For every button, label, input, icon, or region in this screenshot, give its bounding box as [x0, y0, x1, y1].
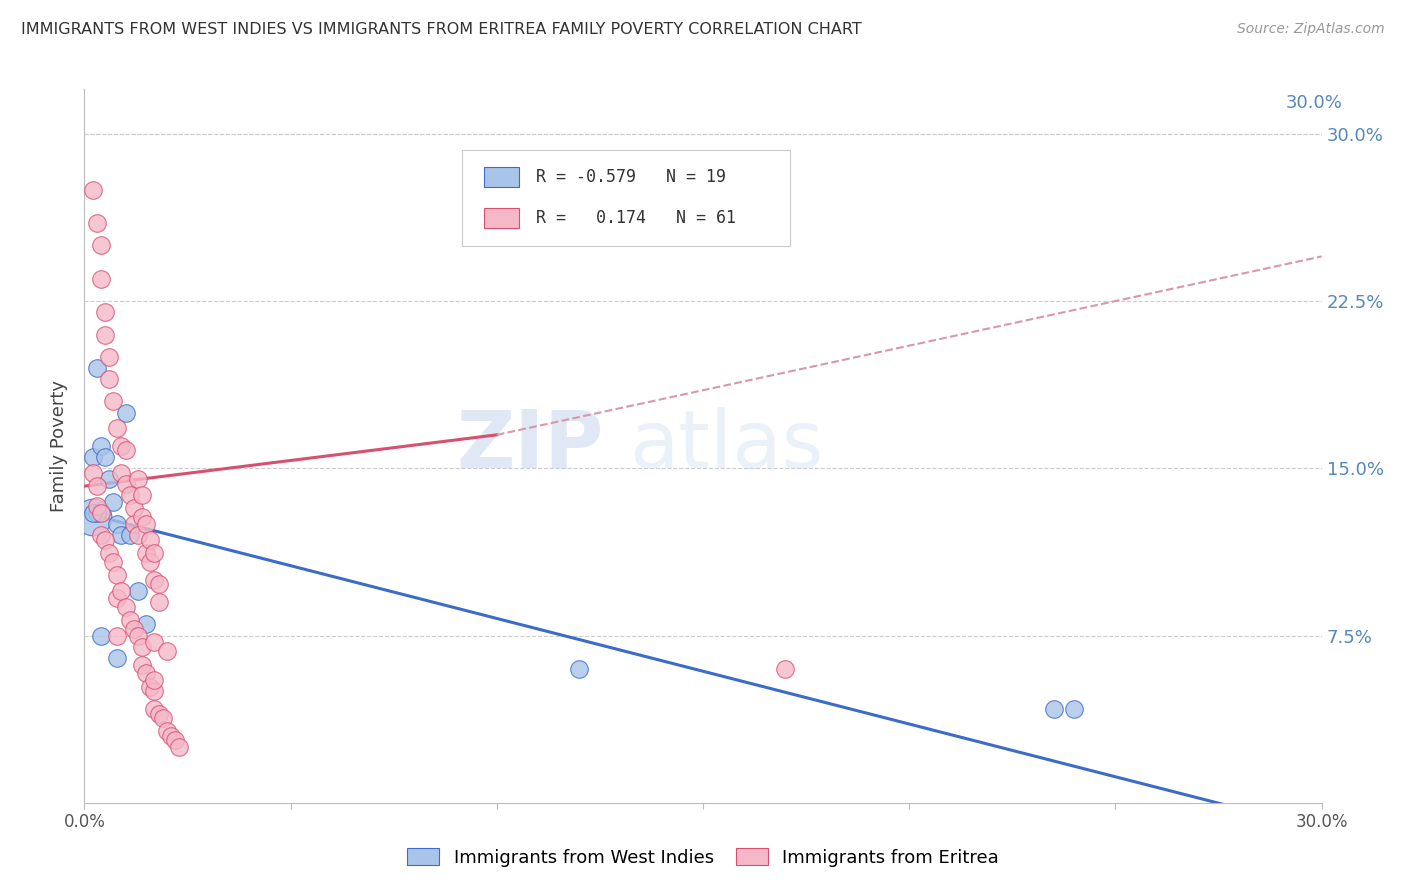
Point	[122, 517, 145, 532]
Point	[82, 510, 104, 524]
Point	[148, 577, 170, 591]
Point	[90, 439, 112, 453]
Point	[105, 651, 128, 665]
Point	[139, 555, 162, 569]
Point	[98, 350, 121, 364]
Point	[127, 583, 149, 598]
Point	[160, 729, 183, 743]
FancyBboxPatch shape	[484, 208, 519, 227]
Point	[139, 680, 162, 694]
Point	[105, 421, 128, 435]
Point	[110, 466, 132, 480]
Point	[135, 666, 157, 681]
Point	[94, 450, 117, 465]
Point	[143, 702, 166, 716]
Point	[135, 546, 157, 560]
Point	[143, 635, 166, 649]
Point	[86, 479, 108, 493]
Point	[118, 528, 141, 542]
Point	[568, 662, 591, 676]
Text: Source: ZipAtlas.com: Source: ZipAtlas.com	[1237, 22, 1385, 37]
Point	[143, 673, 166, 687]
Point	[105, 628, 128, 642]
Text: atlas: atlas	[628, 407, 823, 485]
Point	[103, 494, 125, 508]
Point	[131, 657, 153, 672]
Point	[103, 394, 125, 409]
Point	[131, 640, 153, 654]
Point	[110, 528, 132, 542]
Point	[131, 510, 153, 524]
Point	[114, 476, 136, 491]
Point	[152, 711, 174, 725]
Point	[82, 506, 104, 520]
Point	[131, 488, 153, 502]
Text: 30.0%: 30.0%	[1286, 94, 1343, 112]
Point	[90, 628, 112, 642]
Point	[118, 613, 141, 627]
Point	[114, 599, 136, 614]
Point	[103, 555, 125, 569]
Point	[143, 684, 166, 698]
Point	[98, 372, 121, 386]
Point	[94, 533, 117, 547]
Point	[90, 238, 112, 252]
Point	[135, 517, 157, 532]
Point	[775, 662, 797, 676]
Point	[86, 500, 108, 514]
Text: R = -0.579   N = 19: R = -0.579 N = 19	[536, 168, 725, 186]
Point	[114, 405, 136, 420]
Point	[82, 182, 104, 196]
Point	[105, 568, 128, 582]
Point	[82, 450, 104, 465]
Point	[98, 473, 121, 487]
Point	[135, 617, 157, 632]
Point	[114, 443, 136, 458]
Point	[127, 528, 149, 542]
Point	[122, 622, 145, 636]
Point	[94, 305, 117, 319]
Point	[110, 439, 132, 453]
Point	[1042, 702, 1064, 716]
Point	[105, 517, 128, 532]
Point	[90, 506, 112, 520]
Text: ZIP: ZIP	[457, 407, 605, 485]
Point	[86, 360, 108, 375]
Point	[156, 644, 179, 658]
Point	[94, 327, 117, 342]
Point	[105, 591, 128, 605]
Point	[143, 546, 166, 560]
FancyBboxPatch shape	[461, 150, 790, 246]
Point	[156, 724, 179, 739]
Point	[148, 595, 170, 609]
Point	[90, 528, 112, 542]
Point	[90, 271, 112, 285]
Point	[86, 506, 108, 520]
Point	[118, 488, 141, 502]
Point	[82, 466, 104, 480]
Point	[1063, 702, 1085, 716]
Point	[122, 501, 145, 516]
FancyBboxPatch shape	[484, 167, 519, 187]
Text: R =   0.174   N = 61: R = 0.174 N = 61	[536, 209, 735, 227]
Point	[127, 628, 149, 642]
Point	[143, 573, 166, 587]
Point	[139, 533, 162, 547]
Point	[98, 546, 121, 560]
Point	[86, 216, 108, 230]
Legend: Immigrants from West Indies, Immigrants from Eritrea: Immigrants from West Indies, Immigrants …	[398, 839, 1008, 876]
Point	[110, 583, 132, 598]
Point	[127, 473, 149, 487]
Y-axis label: Family Poverty: Family Poverty	[51, 380, 69, 512]
Point	[148, 706, 170, 721]
Text: IMMIGRANTS FROM WEST INDIES VS IMMIGRANTS FROM ERITREA FAMILY POVERTY CORRELATIO: IMMIGRANTS FROM WEST INDIES VS IMMIGRANT…	[21, 22, 862, 37]
Point	[165, 733, 187, 747]
Point	[167, 740, 190, 755]
